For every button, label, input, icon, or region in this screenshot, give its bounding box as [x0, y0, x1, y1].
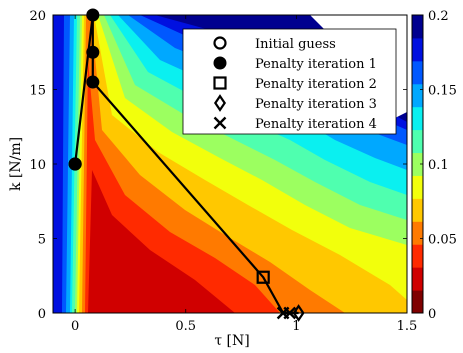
colorbar-segments: [412, 15, 423, 314]
y-axis-label: k [N/m]: [8, 137, 24, 191]
colorbar-segment-4: [412, 198, 423, 222]
colorbar: 0 0.05 0.1 0.15 0.2: [411, 9, 457, 322]
colorbar-tick-label-1: 0.05: [428, 233, 457, 248]
marker-series-3-point-1: [256, 270, 270, 284]
y-tick-label-0: 0: [38, 307, 46, 322]
legend-label-3: Penalty iteration 2: [255, 77, 377, 92]
legend-marker-3: [213, 76, 227, 90]
colorbar-segment-11: [412, 37, 423, 62]
x-tick-label-1: 0.5: [175, 319, 196, 334]
legend: Initial guess Penalty iteration 1 Penalty …: [182, 28, 397, 135]
marker-series-2-point-3: [86, 45, 100, 59]
x-axis-ticks: 0 0.5 1 1.5: [71, 15, 417, 334]
colorbar-segment-3: [412, 221, 423, 245]
legend-marker-2: [213, 56, 227, 70]
y-tick-label-3: 15: [29, 84, 46, 99]
iteration-markers: [68, 8, 305, 322]
y-tick-label-4: 20: [29, 9, 46, 24]
marker-series-2-point-4: [86, 75, 100, 89]
legend-label-5: Penalty iteration 4: [255, 117, 377, 132]
colorbar-ticks: 0 0.05 0.1 0.15 0.2: [420, 9, 457, 322]
legend-box: [182, 28, 397, 135]
colorbar-segment-5: [412, 175, 423, 199]
x-tick-label-2: 1: [292, 319, 300, 334]
colorbar-tick-label-2: 0.1: [428, 158, 449, 173]
contour-band-11: [88, 170, 235, 313]
colorbar-tick-label-3: 0.15: [428, 84, 457, 99]
y-axis-ticks: 0 5 10 15 20: [29, 9, 407, 322]
legend-label-4: Penalty iteration 3: [255, 97, 377, 112]
colorbar-segment-6: [412, 152, 423, 176]
x-tick-label-3: 1.5: [397, 319, 418, 334]
legend-marker-5: [213, 116, 227, 130]
legend-label-1: Initial guess: [255, 37, 336, 52]
marker-series-2-point-1: [68, 157, 82, 171]
colorbar-segment-7: [412, 129, 423, 154]
legend-marker-4: [213, 94, 227, 112]
colorbar-segment-10: [412, 60, 423, 85]
x-axis-label: τ [N]: [214, 333, 249, 349]
colorbar-segment-0: [412, 290, 423, 314]
legend-marker-1: [213, 36, 227, 50]
y-tick-label-1: 5: [38, 233, 46, 248]
y-tick-label-2: 10: [29, 158, 46, 173]
colorbar-segment-1: [412, 267, 423, 291]
legend-entries: Initial guess Penalty iteration 1 Penalty …: [213, 36, 377, 132]
colorbar-tick-label-0: 0: [428, 307, 436, 322]
marker-series-4-point-1: [292, 304, 305, 322]
colorbar-segment-9: [412, 83, 423, 108]
colorbar-segment-2: [412, 244, 423, 268]
legend-label-2: Penalty iteration 1: [255, 57, 377, 72]
x-tick-label-0: 0: [71, 319, 79, 334]
colorbar-segment-8: [412, 106, 423, 131]
colorbar-segment-12: [412, 15, 423, 39]
colorbar-tick-label-4: 0.2: [428, 9, 449, 24]
